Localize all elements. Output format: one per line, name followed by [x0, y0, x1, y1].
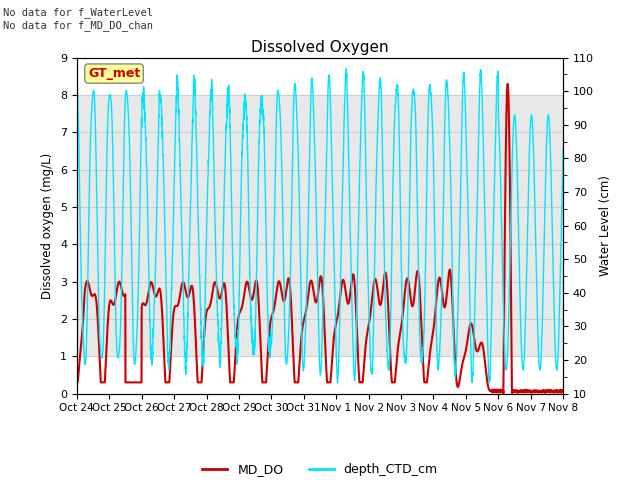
Legend: MD_DO, depth_CTD_cm: MD_DO, depth_CTD_cm — [197, 458, 443, 480]
Text: No data for f_WaterLevel
No data for f_MD_DO_chan: No data for f_WaterLevel No data for f_M… — [3, 7, 153, 31]
Title: Dissolved Oxygen: Dissolved Oxygen — [251, 40, 389, 55]
Y-axis label: Dissolved oxygen (mg/L): Dissolved oxygen (mg/L) — [42, 153, 54, 299]
Text: GT_met: GT_met — [88, 67, 140, 80]
Y-axis label: Water Level (cm): Water Level (cm) — [600, 175, 612, 276]
Bar — [77, 95, 563, 356]
